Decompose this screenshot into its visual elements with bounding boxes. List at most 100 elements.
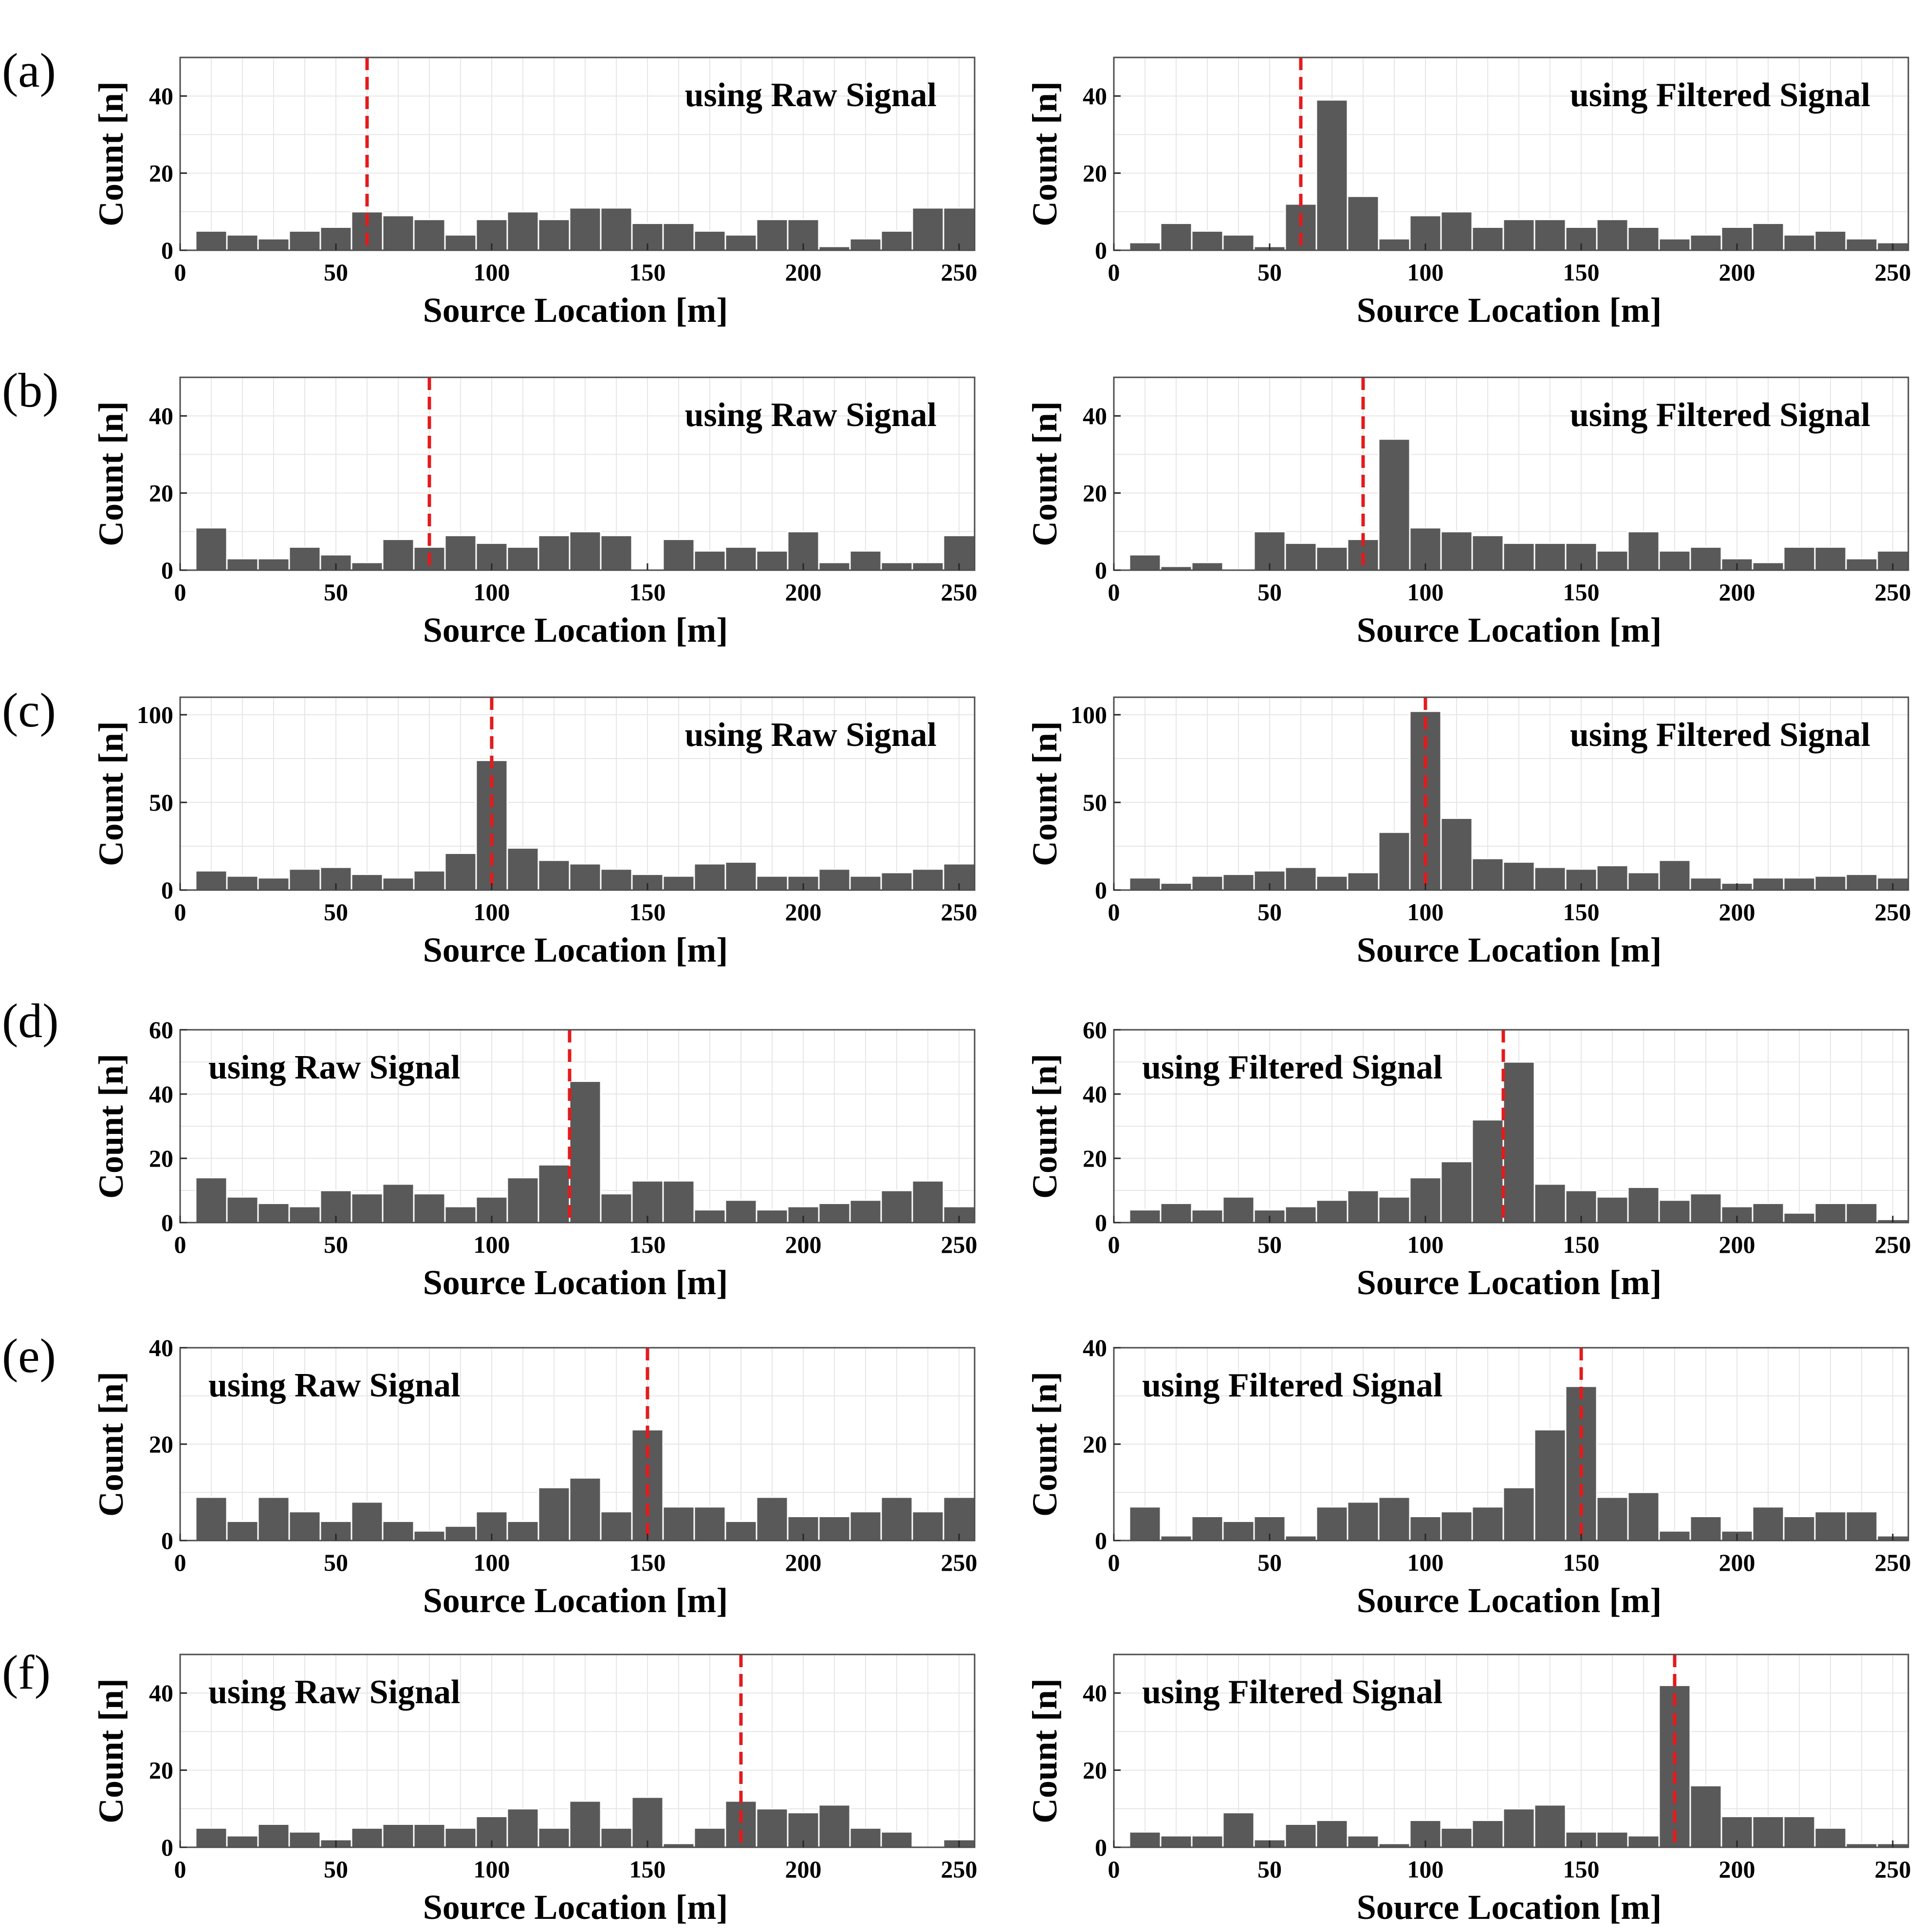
histogram-bar xyxy=(1533,1804,1567,1848)
histogram-bar xyxy=(600,207,633,251)
histogram-bar xyxy=(662,1180,695,1224)
x-tick-label: 200 xyxy=(785,1549,822,1576)
x-tick-label: 100 xyxy=(474,1549,510,1576)
histogram-bar xyxy=(351,561,384,571)
histogram-9: 0 50 100 150 200 250 0 20 40 Source Location [m] C… xyxy=(92,1334,978,1620)
panel-letter: (c) xyxy=(2,683,56,737)
histogram-bar xyxy=(662,223,695,251)
y-tick-label: 20 xyxy=(1083,1757,1107,1784)
histogram-bar xyxy=(1471,1119,1504,1224)
histogram-bar xyxy=(1814,1202,1847,1224)
histogram-bar xyxy=(569,1800,602,1848)
histogram-bar xyxy=(1128,554,1162,571)
signal-annotation: using Raw Signal xyxy=(685,396,937,434)
y-tick-label: 20 xyxy=(1083,160,1107,187)
histogram-bar xyxy=(1502,542,1535,571)
x-axis-label: Source Location [m] xyxy=(1357,1581,1662,1620)
x-tick-label: 250 xyxy=(941,898,978,926)
histogram-bar xyxy=(724,546,757,571)
x-tick-label: 200 xyxy=(785,259,822,286)
y-tick-label: 0 xyxy=(161,237,173,264)
histogram-bar xyxy=(756,550,789,571)
histogram-bar xyxy=(195,1827,228,1848)
histogram-bar xyxy=(569,531,602,571)
y-tick-label: 0 xyxy=(1095,1834,1107,1861)
histogram-bar xyxy=(693,1506,726,1542)
histogram-bar xyxy=(600,1193,633,1224)
histogram-bar xyxy=(693,1209,726,1224)
axes-frame xyxy=(179,56,976,251)
histogram-bar xyxy=(506,1520,539,1542)
panel-letter: (b) xyxy=(2,363,59,417)
y-tick-label: 0 xyxy=(161,557,173,584)
histogram-bar xyxy=(1315,1199,1348,1224)
y-tick-label: 60 xyxy=(1083,1016,1107,1043)
histogram-bar xyxy=(382,1520,415,1542)
histogram-bar xyxy=(351,1193,384,1224)
histogram-bar xyxy=(1284,542,1317,571)
histogram-bar xyxy=(1596,1196,1629,1224)
x-tick-label: 100 xyxy=(1407,578,1444,606)
panel-letter: (d) xyxy=(2,994,59,1048)
histogram-6: 0 50 100 150 200 250 0 50 100 Source Location [m]… xyxy=(1025,696,1911,969)
histogram-bar xyxy=(1533,1183,1567,1224)
x-tick-label: 0 xyxy=(174,259,186,286)
histogram-bar xyxy=(849,550,882,571)
x-tick-label: 0 xyxy=(1108,898,1120,926)
y-tick-label: 20 xyxy=(1083,1430,1107,1458)
x-tick-label: 0 xyxy=(174,1549,186,1576)
x-tick-label: 150 xyxy=(1563,1231,1600,1258)
histogram-bar xyxy=(818,561,851,571)
histogram-bar xyxy=(413,1530,446,1542)
histogram-bar xyxy=(693,863,726,891)
signal-annotation: using Raw Signal xyxy=(685,716,937,754)
plot-area xyxy=(1114,697,1908,890)
histogram-bar xyxy=(413,1823,446,1848)
histogram-bar xyxy=(1689,546,1722,571)
histogram-bar xyxy=(1627,531,1660,571)
x-tick-label: 50 xyxy=(324,898,348,926)
histogram-bar xyxy=(693,1827,726,1848)
histogram-bar xyxy=(1315,1506,1348,1542)
histogram-bar xyxy=(257,1496,290,1542)
x-axis-label: Source Location [m] xyxy=(423,1581,728,1620)
histogram-bar xyxy=(1222,873,1255,891)
x-tick-label: 0 xyxy=(1108,1856,1120,1883)
histogram-bar xyxy=(506,1808,539,1848)
histogram-bar xyxy=(724,1199,757,1224)
histogram-bar xyxy=(1128,877,1162,891)
histogram-10: 0 50 100 150 200 250 0 20 40 Source Location [m] C… xyxy=(1025,1334,1911,1620)
y-axis-label: Count [n] xyxy=(1025,401,1064,546)
histogram-bar xyxy=(444,1525,477,1542)
histogram-bar xyxy=(226,1835,259,1848)
x-tick-label: 150 xyxy=(629,898,666,926)
histogram-bar xyxy=(1440,1511,1473,1542)
y-axis-label: Count [n] xyxy=(1025,1678,1064,1823)
x-tick-label: 50 xyxy=(324,1549,348,1576)
x-tick-label: 50 xyxy=(324,578,348,606)
histogram-bar xyxy=(288,1206,321,1224)
histogram-bar xyxy=(662,539,695,571)
y-tick-label: 0 xyxy=(1095,237,1107,264)
histogram-bar xyxy=(1814,1827,1847,1848)
x-axis-label: Source Location [m] xyxy=(423,930,728,969)
histogram-bar xyxy=(1378,831,1411,891)
histogram-bar xyxy=(1752,223,1785,251)
histogram-bar xyxy=(1347,195,1380,251)
axes-frame xyxy=(1113,1029,1909,1224)
histogram-bar xyxy=(849,875,882,891)
y-tick-label: 60 xyxy=(149,1016,173,1043)
histogram-bar xyxy=(195,230,228,251)
histogram-bar xyxy=(1845,1511,1878,1542)
x-tick-label: 200 xyxy=(785,1231,822,1258)
histogram-bar xyxy=(756,1209,789,1224)
histogram-bar xyxy=(226,875,259,891)
histogram-bar xyxy=(756,875,789,891)
x-tick-label: 150 xyxy=(1563,898,1600,926)
histogram-bar xyxy=(1378,238,1411,251)
histogram-bar xyxy=(1596,1496,1629,1542)
histogram-bar xyxy=(1222,1812,1255,1848)
histogram-bar xyxy=(288,546,321,571)
histogram-bar xyxy=(724,1520,757,1542)
x-tick-label: 50 xyxy=(324,1856,348,1883)
